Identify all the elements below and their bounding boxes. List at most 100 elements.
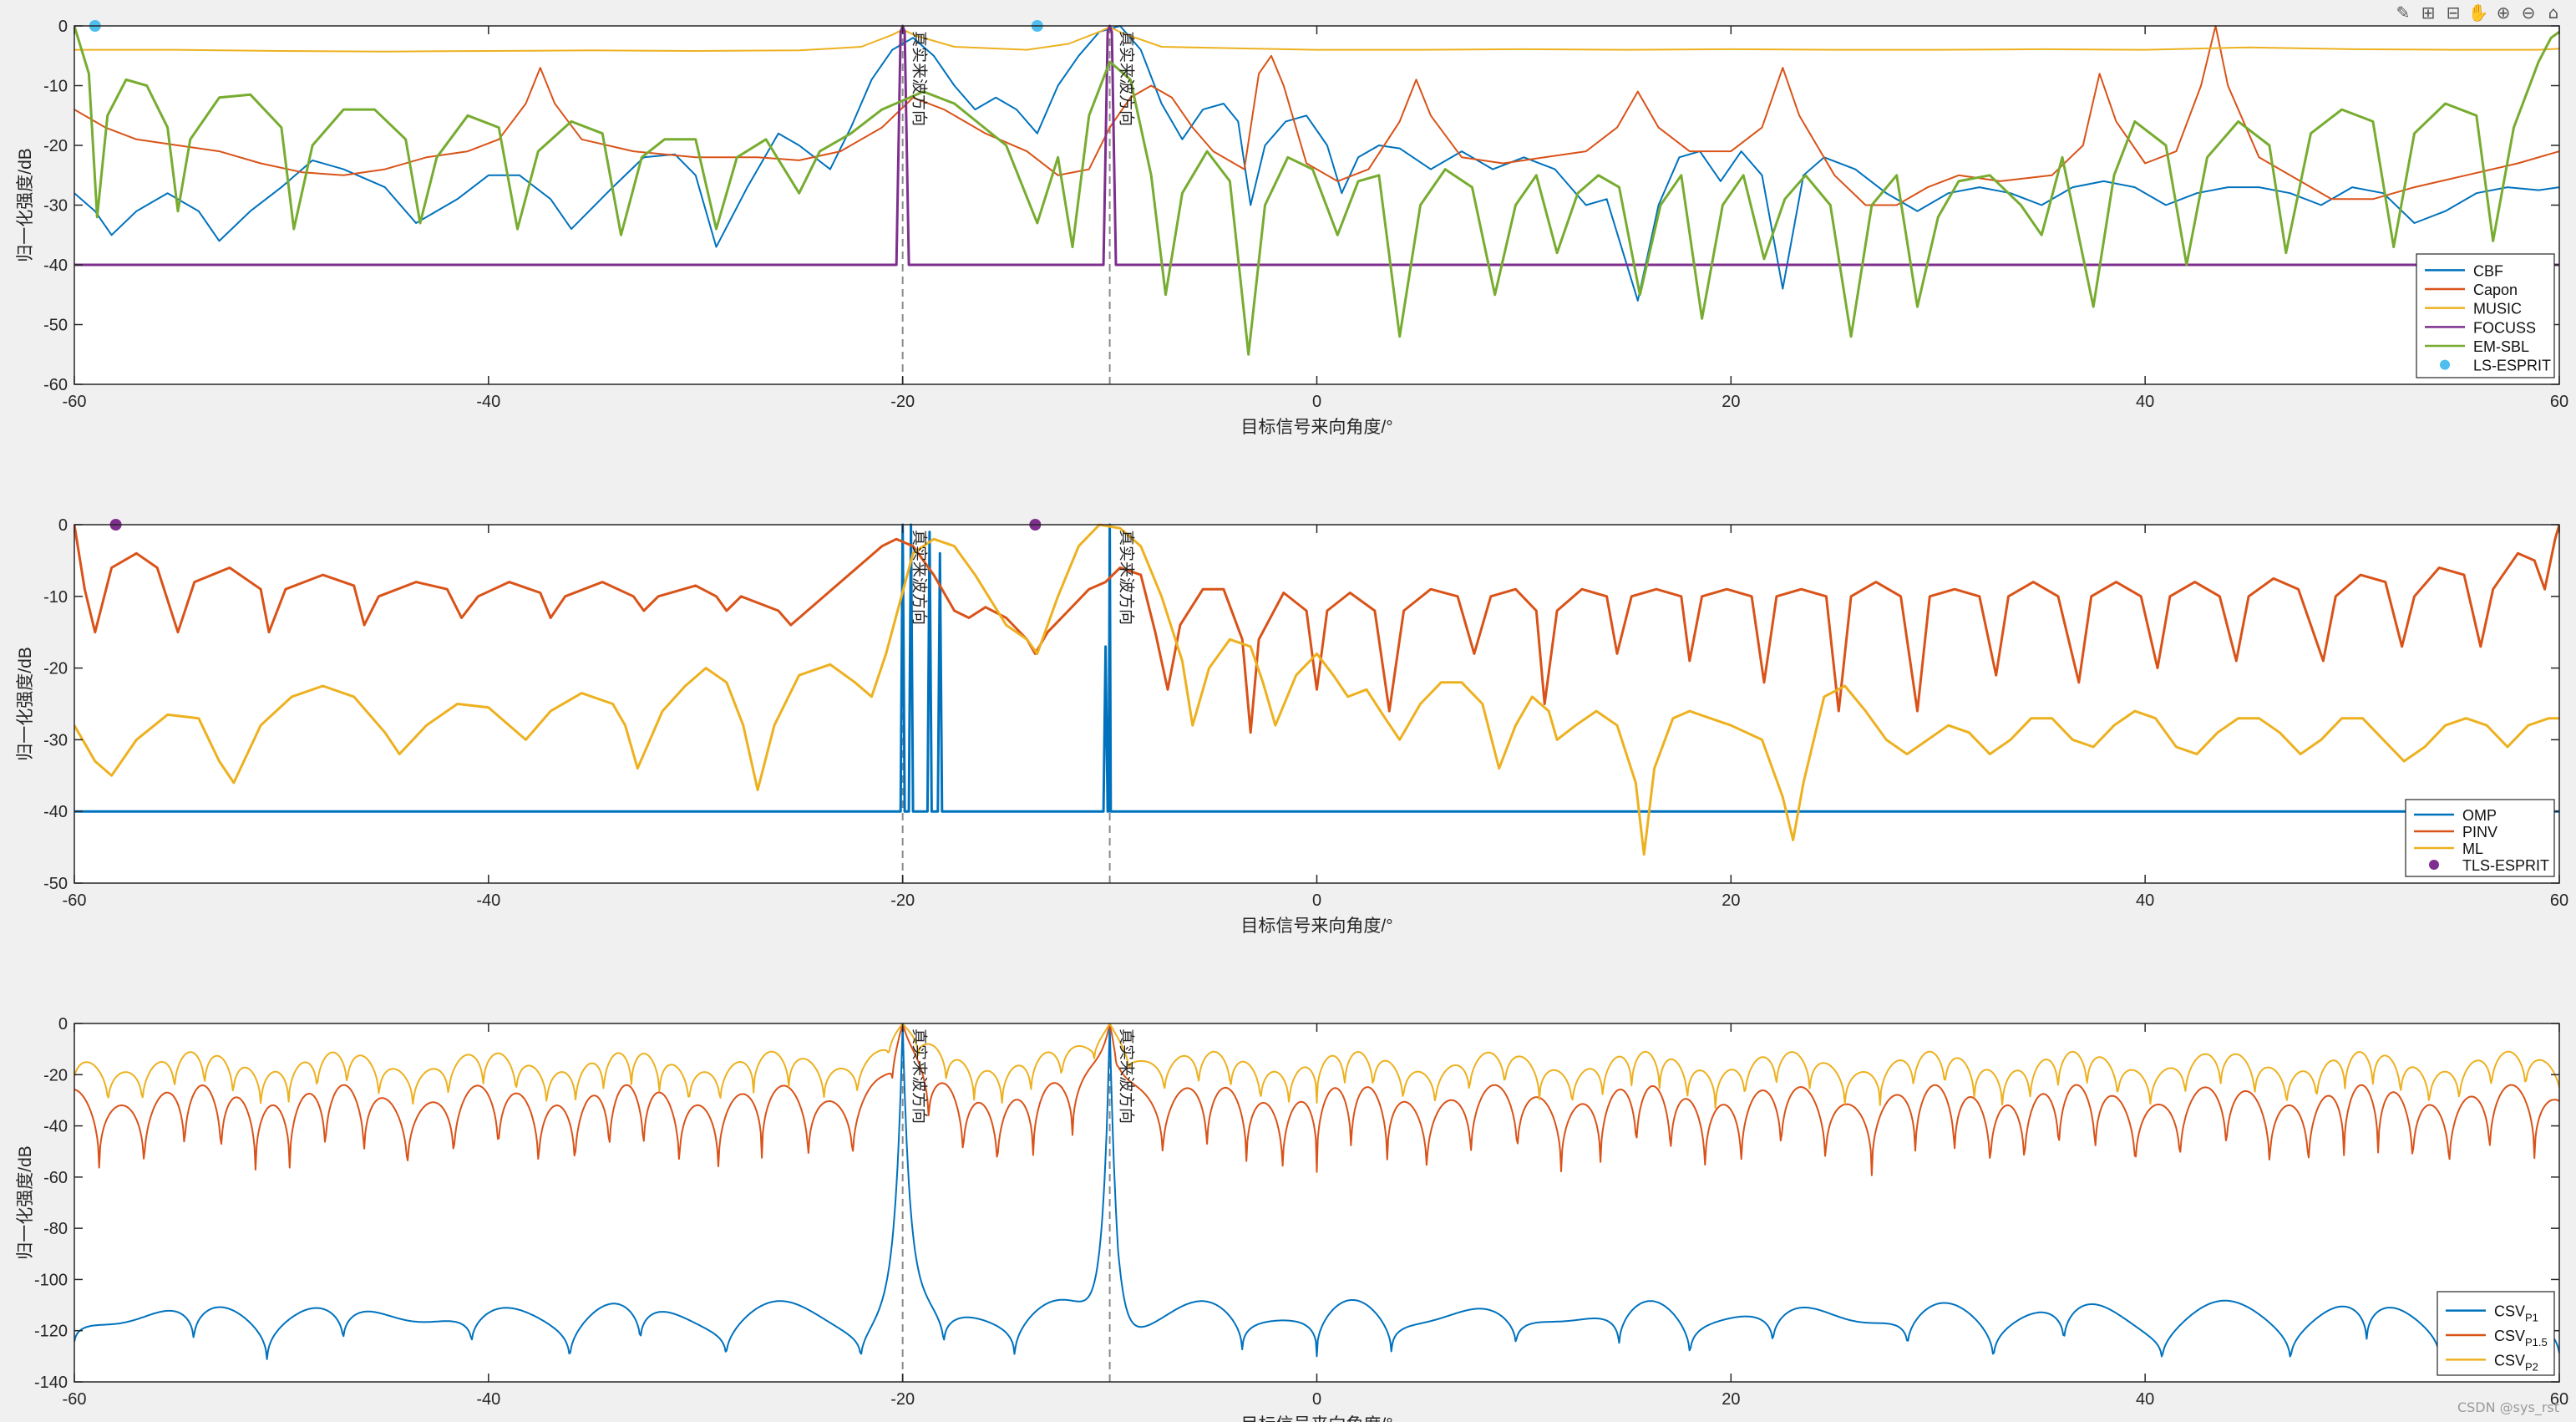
y-tick-label: -50 [43,317,68,335]
legend-entry: MUSIC [2473,301,2522,317]
legend-entry: Capon [2473,282,2518,298]
legend-entry: PINV [2462,824,2497,841]
series-line-cbf [74,25,2559,302]
series-layer [74,1023,2559,1360]
true-doa-label: 真实来波方向 [910,530,929,625]
zoom-in-icon[interactable]: ⊕ [2496,3,2511,23]
data-tips-icon[interactable]: ⊞ [2421,3,2436,23]
legend-entry-subscript: P1 [2525,1312,2538,1324]
y-tick-label: 0 [58,1015,68,1033]
plot-area [74,1023,2559,1382]
true-doa-label: 真实来波方向 [1118,530,1136,625]
legend-entry: EM-SBL [2473,338,2529,355]
watermark: CSDN @sys_rst [2457,1399,2559,1415]
y-tick-label: -10 [43,588,68,607]
x-axis-label: 目标信号来向角度/° [1240,418,1392,437]
y-tick-label: -100 [34,1271,68,1289]
true-doa-label: 真实来波方向 [1118,1028,1136,1124]
y-tick-label: -60 [43,376,68,394]
y-tick-label: -10 [43,78,68,96]
brush-icon[interactable]: ✎ [2396,3,2411,23]
legend-marker [2440,359,2450,370]
y-tick-label: -30 [43,731,68,749]
series-line-ml [74,523,2559,856]
y-axis-label: 归一化强度/dB [16,148,35,262]
legend-marker [2429,860,2439,870]
subplot-1: 真实来波方向 真实来波方向 -60 -40 -20 0 20 40 60 0 -10 -20 -30 -4… [16,18,2568,437]
x-tick-label: 60 [2550,891,2568,910]
y-tick-label: -140 [34,1374,68,1392]
legend-box [2416,253,2555,378]
y-tick-label: -80 [43,1220,68,1238]
series-line-omp [74,523,2559,813]
x-tick-label: 0 [1312,1390,1321,1409]
legend-entry-subscript: P1.5 [2525,1336,2548,1348]
legend-entry: LS-ESPRIT [2473,358,2551,374]
series-line-music [74,26,2559,53]
legend-entry-subscript: P2 [2525,1360,2538,1373]
y-tick-label: -40 [43,803,68,821]
x-tick-label: -40 [476,393,500,411]
x-tick-label: 20 [1722,1390,1740,1409]
legend-box [2437,1291,2555,1376]
series-line-csvp1 [74,1023,2559,1360]
x-axis-label: 目标信号来向角度/° [1240,917,1392,936]
y-tick-label: 0 [58,516,68,535]
x-tick-label: 40 [2136,393,2154,411]
y-tick-label: 0 [58,18,68,36]
subplot-3: 真实来波方向 真实来波方向 -60 -40 -20 0 20 40 60 0 -20 -40 -60 -8… [16,1015,2568,1422]
x-tick-label: 0 [1312,393,1321,411]
series-layer [74,523,2559,856]
y-tick-label: -40 [43,256,68,275]
true-doa-label: 真实来波方向 [910,31,929,126]
x-tick-label: 20 [1722,393,1740,411]
x-axis-label: 目标信号来向角度/° [1240,1415,1392,1422]
zoom-out-icon[interactable]: ⊖ [2521,3,2536,23]
y-tick-label: -120 [34,1323,68,1341]
y-tick-label: -50 [43,875,68,893]
y-axis-label: 归一化强度/dB [16,1145,35,1260]
series-line-focuss [74,24,2559,267]
x-tick-label: -40 [476,891,500,910]
plot-area [74,26,2559,384]
x-tick-label: -60 [63,891,87,910]
y-axis-label: 归一化强度/dB [16,647,35,761]
legend: CBF Capon MUSIC FOCUSS EM-SBL LS-ESPRIT [2416,253,2555,378]
figure-toolbar: ✎ ⊞ ⊟ ✋ ⊕ ⊖ ⌂ [2392,2,2564,23]
series-line-pinv [74,524,2559,734]
legend-entry: FOCUSS [2473,319,2536,336]
x-tick-label: 0 [1312,891,1321,910]
series-line-em-sbl [74,25,2559,356]
x-tick-label: 40 [2136,891,2154,910]
x-tick-label: -20 [890,1390,915,1409]
series-line-csvp1_5 [74,1023,2559,1176]
plot-area [74,525,2559,883]
true-doa-label: 真实来波方向 [1118,31,1136,126]
x-tick-label: 20 [1722,891,1740,910]
x-tick-label: 60 [2550,393,2568,411]
y-tick-label: -20 [43,137,68,155]
true-doa-label: 真实来波方向 [910,1028,929,1124]
series-line-capon [74,25,2559,206]
y-tick-label: -30 [43,197,68,216]
pan-icon[interactable]: ✋ [2467,3,2489,23]
restore-view-icon[interactable]: ⊟ [2446,3,2461,23]
legend-entry: ML [2462,841,2483,857]
legend-entry: CBF [2473,262,2503,279]
x-tick-label: 60 [2550,1390,2568,1409]
x-tick-label: -60 [63,393,87,411]
x-tick-label: -40 [476,1390,500,1409]
home-icon[interactable]: ⌂ [2548,3,2559,23]
series-line-csvp2 [74,1023,2559,1110]
series-layer [74,24,2559,356]
legend-entry: TLS-ESPRIT [2462,857,2549,874]
y-tick-label: -20 [43,660,68,678]
x-tick-label: -20 [890,393,915,411]
y-tick-label: -60 [43,1169,68,1187]
y-tick-label: -40 [43,1118,68,1136]
legend-entry: OMP [2462,807,2497,824]
x-tick-label: -20 [890,891,915,910]
